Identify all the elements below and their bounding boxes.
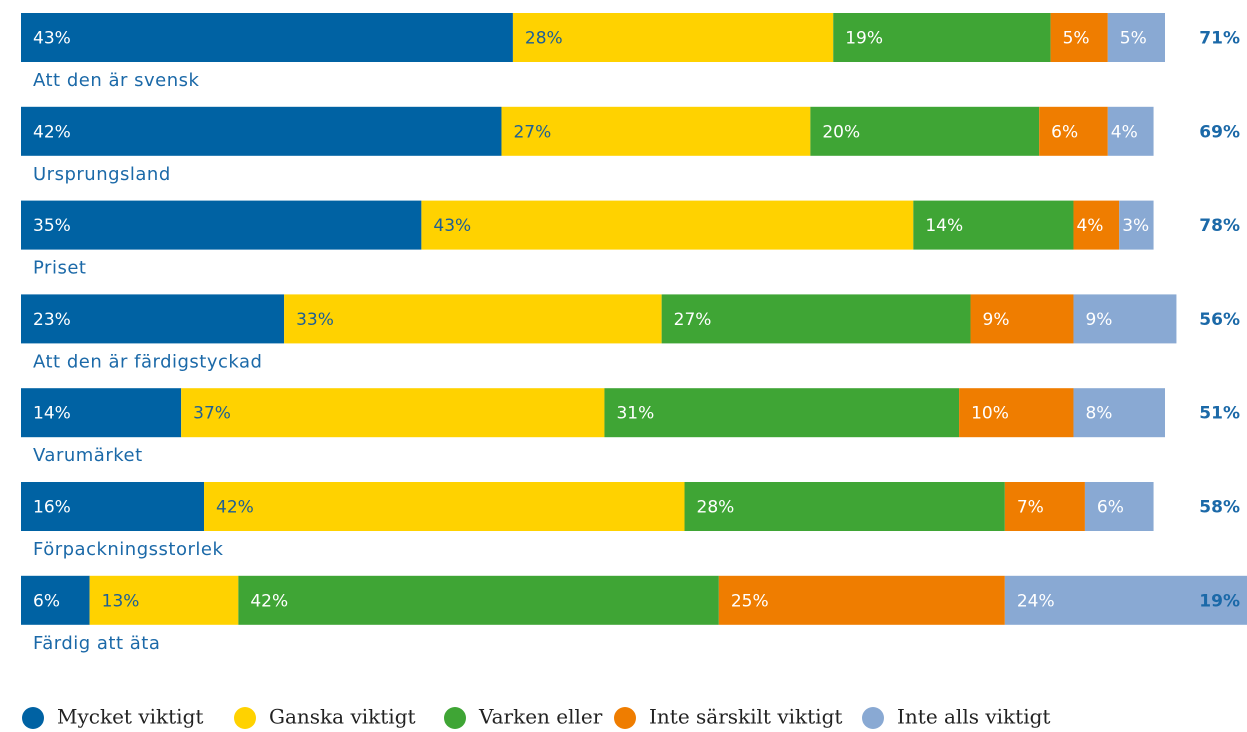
data-label: 6% — [1097, 498, 1124, 518]
category-label: Varumärket — [33, 445, 143, 466]
bar-segment — [913, 200, 1074, 250]
data-label: 5% — [1120, 29, 1147, 49]
data-label: 43% — [433, 216, 471, 236]
bar-segment — [970, 294, 1074, 344]
category-label: Att den är färdigstyckad — [33, 351, 262, 372]
bar-segment — [661, 294, 971, 344]
bar-segment — [718, 575, 1005, 625]
data-label: 13% — [102, 591, 140, 611]
data-label: 4% — [1111, 122, 1138, 142]
category-label: Färdig att äta — [33, 633, 160, 654]
data-label: 9% — [1085, 310, 1112, 330]
data-label: 3% — [1122, 216, 1149, 236]
data-label: 5% — [1063, 29, 1090, 49]
total-label: 58% — [1199, 498, 1240, 518]
total-label: 51% — [1199, 404, 1240, 424]
bar-segment — [1107, 13, 1165, 62]
data-label: 28% — [525, 29, 563, 49]
bar-segment — [959, 388, 1074, 438]
data-label: 16% — [33, 498, 71, 518]
bar-segment — [1039, 106, 1108, 156]
bar-segment — [1050, 13, 1108, 62]
bar-segment — [21, 106, 502, 156]
data-label: 14% — [925, 216, 963, 236]
bar-segment — [21, 482, 205, 531]
data-label: 37% — [193, 404, 231, 424]
legend-label: Mycket viktigt — [57, 705, 203, 729]
total-label: 56% — [1199, 310, 1240, 330]
data-label: 8% — [1085, 404, 1112, 424]
data-label: 24% — [1017, 591, 1055, 611]
bar-segment — [421, 200, 914, 250]
total-label: 69% — [1199, 122, 1240, 142]
bar-segment — [1119, 200, 1154, 250]
data-label: 42% — [250, 591, 288, 611]
data-label: 28% — [697, 498, 735, 518]
bar-segment — [1073, 294, 1177, 344]
data-label: 31% — [616, 404, 654, 424]
bar-segment — [810, 106, 1040, 156]
bar-segment — [501, 106, 811, 156]
data-label: 6% — [33, 591, 60, 611]
data-label: 7% — [1017, 498, 1044, 518]
bar-segment — [21, 200, 422, 250]
data-label: 35% — [33, 216, 71, 236]
bar-segment — [284, 294, 662, 344]
legend-swatch — [444, 707, 466, 729]
bar-segment — [204, 482, 685, 531]
data-label: 4% — [1076, 216, 1103, 236]
category-label: Förpackningsstorlek — [33, 539, 223, 560]
data-label: 23% — [33, 310, 71, 330]
legend-swatch — [614, 707, 636, 729]
bar-segment — [21, 388, 182, 438]
category-label: Ursprungsland — [33, 164, 171, 185]
legend-label: Ganska viktigt — [269, 705, 416, 729]
data-label: 42% — [216, 498, 254, 518]
bar-segment — [512, 13, 834, 62]
data-label: 25% — [731, 591, 769, 611]
data-label: 6% — [1051, 122, 1078, 142]
bar-segment — [181, 388, 605, 438]
legend-swatch — [22, 707, 44, 729]
data-label: 43% — [33, 29, 71, 49]
bar-segment — [684, 482, 1005, 531]
data-label: 27% — [674, 310, 712, 330]
bar-segment — [604, 388, 960, 438]
data-label: 14% — [33, 404, 71, 424]
total-label: 19% — [1199, 591, 1240, 611]
data-label: 20% — [822, 122, 860, 142]
bar-segment — [1107, 106, 1154, 156]
bar-segment — [238, 575, 719, 625]
bar-segment — [89, 575, 239, 625]
legend-label: Varken eller — [478, 705, 603, 729]
total-label: 71% — [1199, 29, 1240, 49]
bar-segment — [21, 13, 513, 62]
bar-segment — [21, 575, 90, 625]
bar-segment — [1073, 388, 1165, 438]
data-label: 33% — [296, 310, 334, 330]
legend-label: Inte särskilt viktigt — [649, 705, 842, 729]
data-label: 9% — [983, 310, 1010, 330]
bar-segment — [833, 13, 1051, 62]
data-label: 10% — [971, 404, 1009, 424]
category-label: Att den är svensk — [33, 70, 200, 91]
data-label: 27% — [513, 122, 551, 142]
legend-swatch — [862, 707, 884, 729]
bar-segment — [1084, 482, 1154, 531]
bar-segment — [1004, 482, 1085, 531]
bar-segment — [1004, 575, 1247, 625]
legend-swatch — [234, 707, 256, 729]
bar-segment — [1073, 200, 1120, 250]
legend-label: Inte alls viktigt — [897, 705, 1050, 729]
bar-segment — [21, 294, 285, 344]
data-label: 42% — [33, 122, 71, 142]
data-label: 19% — [845, 29, 883, 49]
category-label: Priset — [33, 258, 86, 279]
total-label: 78% — [1199, 216, 1240, 236]
